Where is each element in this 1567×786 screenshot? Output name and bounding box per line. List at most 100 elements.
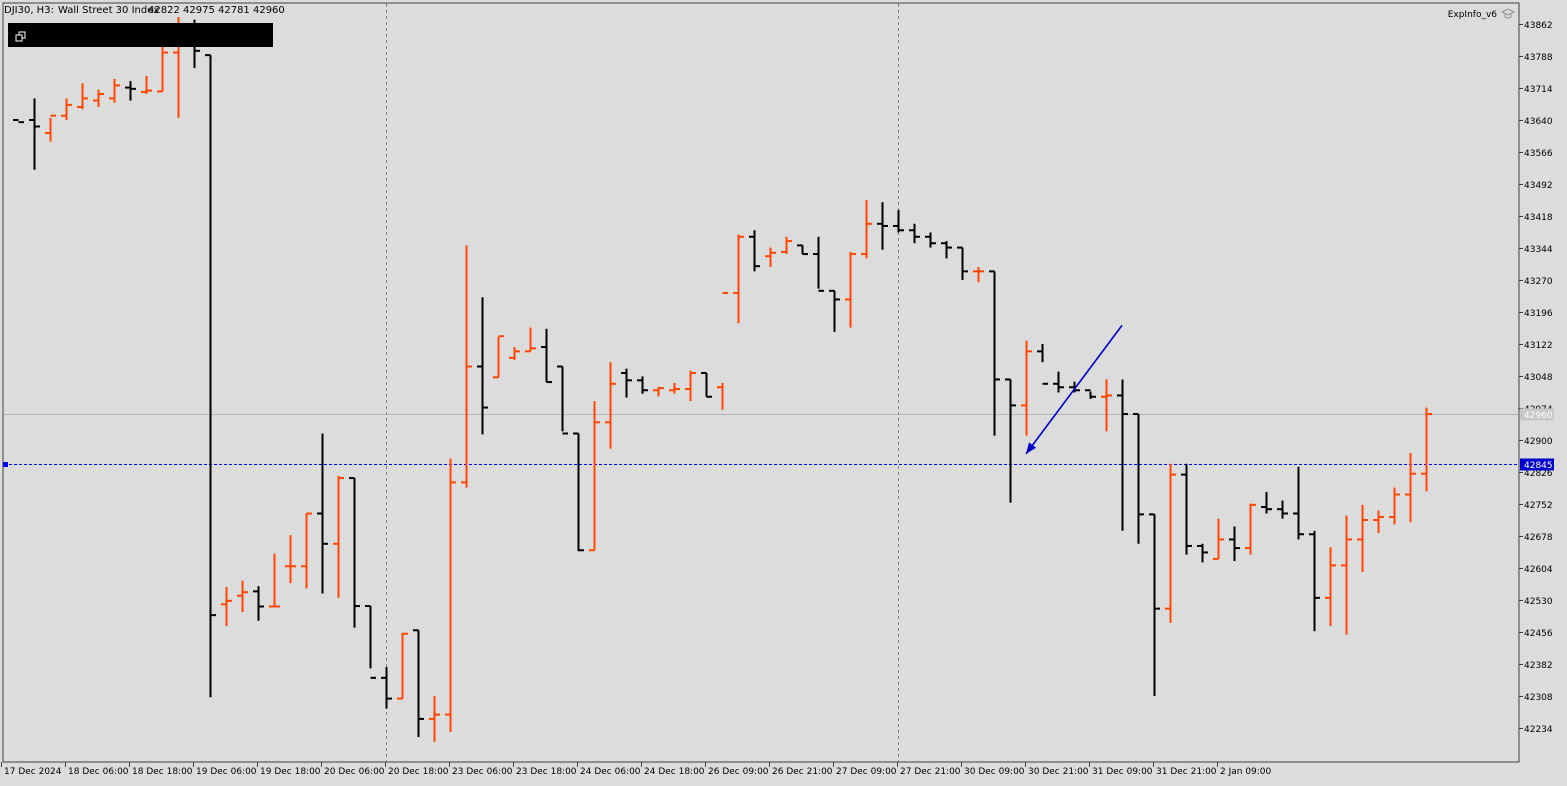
ohlc-bar[interactable]: [941, 241, 952, 259]
ohlc-bar[interactable]: [445, 458, 456, 732]
ohlc-bar[interactable]: [1005, 378, 1016, 503]
y-tick-label: 43566: [1524, 149, 1553, 159]
ohlc-bar[interactable]: [125, 81, 136, 101]
ohlc-bar[interactable]: [957, 246, 968, 280]
x-axis[interactable]: 17 Dec 2024 18 Dec 06:00 18 Dec 18:00 19 De…: [1, 762, 1272, 777]
ohlc-bar[interactable]: [525, 327, 536, 353]
ohlc-bar[interactable]: [589, 401, 600, 552]
ohlc-bar[interactable]: [1421, 407, 1432, 492]
ohlc-bar[interactable]: [1293, 466, 1304, 540]
ohlc-bar[interactable]: [1357, 504, 1368, 572]
ohlc-bar[interactable]: [349, 477, 360, 628]
restore-icon[interactable]: [15, 31, 26, 42]
ohlc-bar[interactable]: [1101, 379, 1112, 432]
annotations[interactable]: [1025, 324, 1123, 455]
ohlc-bar[interactable]: [1405, 452, 1416, 523]
ohlc-bar[interactable]: [157, 43, 168, 93]
ohlc-bar[interactable]: [1229, 526, 1240, 562]
ohlc-bar[interactable]: [1069, 381, 1080, 393]
ohlc-bar[interactable]: [877, 202, 888, 250]
y-axis[interactable]: 43862 43788 43714 43640 43566 43492 43418 43344…: [1519, 21, 1554, 735]
plot-area[interactable]: [2, 2, 1520, 763]
ohlc-bar[interactable]: [1165, 463, 1176, 623]
ohlc-bar[interactable]: [477, 297, 488, 435]
ohlc-bars[interactable]: [13, 17, 1432, 742]
ohlc-bar[interactable]: [893, 209, 904, 233]
ohlc-bar[interactable]: [1245, 503, 1256, 555]
ohlc-bar[interactable]: [1085, 389, 1096, 399]
trade-panel-bar[interactable]: [8, 23, 273, 47]
ohlc-bar[interactable]: [269, 553, 280, 608]
ohlc-bar[interactable]: [1149, 513, 1160, 696]
ohlc-bar[interactable]: [1261, 491, 1272, 514]
ohlc-bar[interactable]: [317, 433, 328, 594]
ohlc-bar[interactable]: [989, 270, 1000, 436]
ohlc-bar[interactable]: [13, 119, 24, 124]
ohlc-bar[interactable]: [909, 223, 920, 244]
ohlc-bar[interactable]: [541, 328, 552, 384]
ohlc-bar[interactable]: [77, 83, 88, 110]
ohlc-bar[interactable]: [1309, 530, 1320, 632]
ohlc-bar[interactable]: [765, 247, 776, 268]
ohlc-bar[interactable]: [45, 114, 56, 142]
ohlc-bar[interactable]: [509, 347, 520, 360]
ohlc-bar[interactable]: [397, 632, 408, 700]
price-tag[interactable]: [1520, 458, 1554, 471]
ohlc-bar[interactable]: [1021, 340, 1032, 436]
ohlc-bar[interactable]: [1277, 500, 1288, 519]
ohlc-bar[interactable]: [637, 376, 648, 394]
ohlc-bar[interactable]: [1373, 510, 1384, 533]
ohlc-bar[interactable]: [653, 386, 664, 397]
ohlc-bar[interactable]: [861, 200, 872, 259]
ohlc-bar[interactable]: [1037, 344, 1048, 385]
ohlc-bar[interactable]: [717, 291, 728, 410]
ohlc-bar[interactable]: [829, 289, 840, 332]
ohlc-bar[interactable]: [781, 236, 792, 255]
ohlc-bar[interactable]: [461, 245, 472, 488]
ohlc-bar[interactable]: [1213, 518, 1224, 560]
ohlc-bar[interactable]: [573, 432, 584, 552]
ohlc-bar[interactable]: [253, 586, 264, 621]
ohlc-bar[interactable]: [1181, 463, 1192, 555]
ohlc-bar[interactable]: [701, 371, 712, 398]
ohlc-bar[interactable]: [813, 236, 824, 292]
ohlc-bar[interactable]: [1389, 487, 1400, 525]
ohlc-bar[interactable]: [669, 382, 680, 394]
ohlc-bar[interactable]: [605, 362, 616, 449]
ohlc-bar[interactable]: [685, 370, 696, 402]
ohlc-bar[interactable]: [733, 234, 744, 324]
ohlc-bar[interactable]: [845, 251, 856, 328]
ohlc-bar[interactable]: [93, 89, 104, 108]
ohlc-bar[interactable]: [493, 335, 504, 379]
ohlc-bar[interactable]: [557, 365, 568, 435]
price-level-handle[interactable]: [3, 462, 8, 467]
ohlc-bar[interactable]: [237, 580, 248, 613]
ohlc-bar[interactable]: [925, 232, 936, 248]
ohlc-bar[interactable]: [61, 98, 72, 120]
ohlc-bar[interactable]: [29, 98, 40, 170]
ohlc-bar[interactable]: [365, 605, 376, 679]
arrow-annotation[interactable]: [1025, 324, 1123, 455]
ohlc-bar[interactable]: [109, 78, 120, 103]
ohlc-bar[interactable]: [1197, 543, 1208, 563]
ohlc-bar[interactable]: [221, 587, 232, 626]
ohlc-bar[interactable]: [429, 696, 440, 742]
ohlc-bar[interactable]: [621, 368, 632, 398]
ohlc-bar[interactable]: [797, 244, 808, 256]
ohlc-bar[interactable]: [1133, 413, 1144, 544]
ohlc-bar[interactable]: [973, 267, 984, 283]
ohlc-bar[interactable]: [1117, 379, 1128, 531]
ohlc-bar[interactable]: [333, 475, 344, 598]
ohlc-bar[interactable]: [285, 535, 296, 584]
ohlc-bar[interactable]: [1325, 547, 1336, 626]
ohlc-bar[interactable]: [301, 512, 312, 589]
ohlc-bar[interactable]: [205, 54, 216, 698]
ohlc-bar[interactable]: [413, 629, 424, 738]
ohlc-bar[interactable]: [1053, 371, 1064, 393]
ohlc-bar[interactable]: [749, 230, 760, 272]
ohlc-bar[interactable]: [141, 75, 152, 95]
ohlc-bar[interactable]: [1341, 515, 1352, 635]
ohlc-bar[interactable]: [381, 667, 392, 709]
